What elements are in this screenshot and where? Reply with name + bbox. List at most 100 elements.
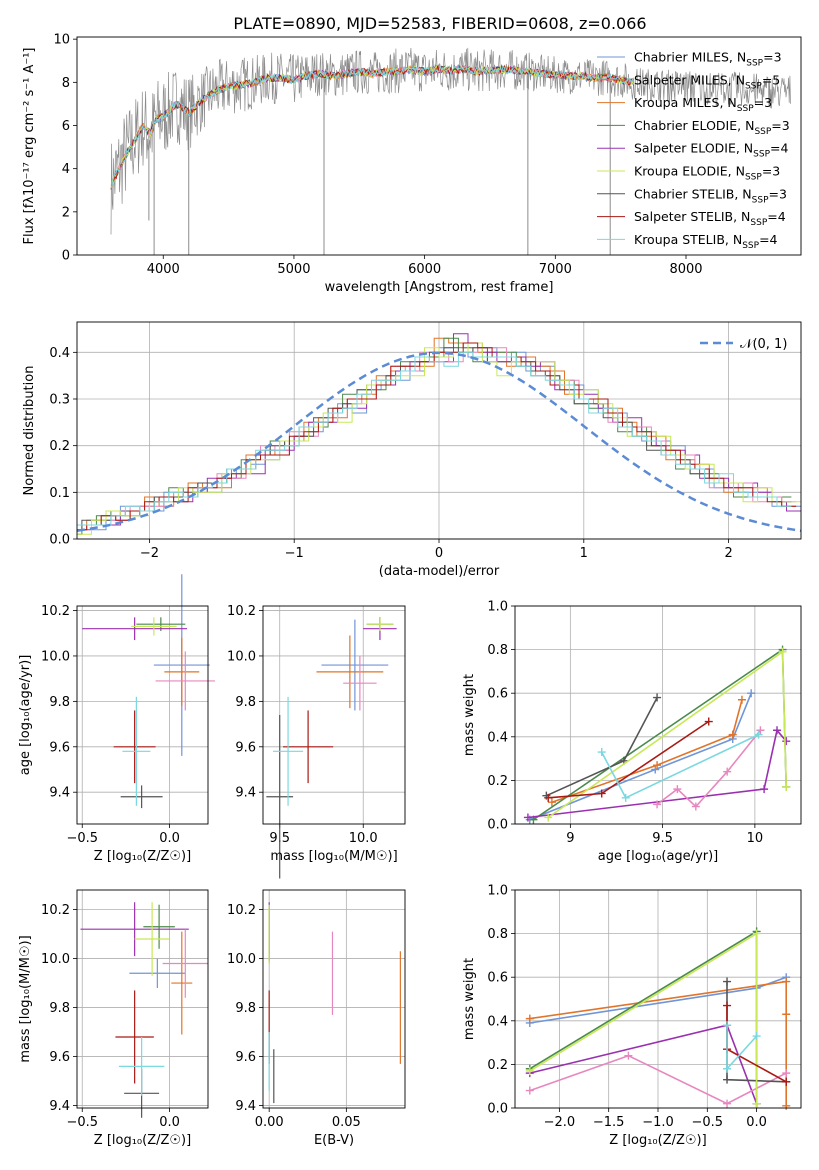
series-line: [529, 980, 787, 1106]
mass_vs_EBV-frame: [262, 889, 406, 1109]
x-axis-label: Z [log₁₀(Z/Z☉)]: [94, 1133, 191, 1148]
y-tick-label: 9.4: [49, 1099, 70, 1114]
data-point-marker: [597, 748, 606, 757]
data-point-marker: [723, 1099, 732, 1108]
x-tick-label: −1.0: [642, 1115, 674, 1130]
data-point-marker: [752, 1099, 761, 1108]
data-point-marker: [747, 689, 756, 698]
data-point-marker: [523, 813, 532, 822]
age_vs_Z-frame: [76, 605, 209, 825]
data-point-marker: [723, 1064, 732, 1073]
x-tick-label: −1.5: [593, 1115, 625, 1130]
data-point-marker: [728, 730, 737, 739]
data-point-marker: [691, 802, 700, 811]
model-spectrum-line: [110, 64, 634, 190]
mass_vs_Z-frame: [76, 889, 209, 1109]
data-point-marker: [653, 800, 662, 809]
y-tick-label: 0.4: [487, 730, 508, 745]
y-tick-label: 0.3: [49, 393, 70, 408]
legend-entry-label: Kroupa STELIB, NSSP=4: [634, 232, 778, 251]
legend-entry-label: Chabrier STELIB, NSSP=3: [634, 186, 787, 205]
y-tick-label: 10.0: [227, 649, 256, 664]
x-tick-label: 8000: [669, 262, 702, 277]
y-tick-label: 0.2: [487, 1058, 508, 1073]
histogram-step-line: [77, 351, 792, 526]
y-tick-label: 10.2: [227, 903, 256, 918]
x-axis-label: wavelength [Angstrom, rest frame]: [325, 280, 554, 295]
x-axis-label: Z [log₁₀(Z/Z☉)]: [609, 1133, 706, 1148]
y-tick-label: 9.8: [49, 1001, 70, 1016]
figure-title: PLATE=0890, MJD=52583, FIBERID=0608, z=0…: [233, 14, 646, 33]
x-axis-label: (data-model)/error: [379, 564, 500, 579]
data-point-marker: [525, 1014, 534, 1023]
age_vs_Z-errorbars: [82, 574, 215, 809]
series-line: [551, 699, 743, 803]
data-point-marker: [525, 1086, 534, 1095]
mass_vs_Z-errorbars: [80, 902, 208, 1118]
mass_vs_EBV-errorbars: [268, 902, 401, 1104]
x-tick-label: 0.05: [332, 1115, 361, 1130]
legend-entry-label: Chabrier ELODIE, NSSP=3: [634, 118, 790, 137]
legend-entry-label: Kroupa MILES, NSSP=3: [634, 95, 772, 114]
x-tick-label: 0.0: [159, 831, 180, 846]
x-axis-label: age [log₁₀(age/yr)]: [598, 849, 719, 864]
x-tick-label: 0: [435, 546, 443, 561]
age_vs_mass-errorbars: [266, 617, 397, 879]
data-point-marker: [756, 726, 765, 735]
data-point-marker: [704, 717, 713, 726]
legend-entry-label: 𝒩(0, 1): [740, 337, 787, 352]
x-tick-label: 4000: [147, 262, 180, 277]
x-tick-label: 7000: [539, 262, 572, 277]
legend-entry-label: Salpeter MILES, NSSP=5: [634, 72, 780, 91]
data-point-marker: [723, 977, 732, 986]
data-point-marker: [737, 695, 746, 704]
data-point-marker: [778, 647, 787, 656]
y-tick-label: 2: [62, 205, 70, 220]
x-tick-label: −0.5: [692, 1115, 724, 1130]
data-point-marker: [782, 1010, 791, 1019]
x-tick-label: −1: [285, 546, 304, 561]
normal-reference-curve: [77, 351, 801, 533]
x-tick-label: 0.0: [746, 1115, 767, 1130]
y-axis-label: mass weight: [462, 958, 477, 1040]
x-axis-label: E(B-V): [314, 1133, 354, 1148]
y-axis-label: Normed distribution: [22, 366, 37, 496]
y-tick-label: 6: [62, 119, 70, 134]
y-tick-label: 0.6: [487, 971, 508, 986]
y-tick-label: 0.0: [487, 1102, 508, 1117]
data-point-marker: [723, 1021, 732, 1030]
residual-histograms: [77, 333, 801, 535]
y-tick-label: 0.6: [487, 687, 508, 702]
y-tick-label: 9.4: [235, 786, 256, 801]
spectrum-axes: 4000 5000 6000 7000 8000 0 2 4 6 8 10: [53, 33, 702, 277]
data-point-marker: [752, 1032, 761, 1041]
y-tick-label: 9.6: [49, 1050, 70, 1065]
series-line: [527, 728, 787, 819]
y-tick-label: 10.2: [227, 604, 256, 619]
x-tick-label: 9.5: [652, 831, 673, 846]
x-tick-label: 2: [724, 546, 732, 561]
y-axis-label: age [log₁₀(age/yr)]: [18, 655, 33, 776]
residuals-frame: [76, 321, 802, 540]
spectrum-frame: [76, 36, 802, 256]
x-tick-label: 1: [580, 546, 588, 561]
massweight_vs_Z-series: [525, 927, 791, 1110]
y-tick-label: 0.4: [49, 346, 70, 361]
y-tick-label: 10.0: [227, 952, 256, 967]
y-axis-label: mass [log₁₀(M/M☉)]: [18, 935, 33, 1062]
data-point-marker: [782, 977, 791, 986]
spectrum-legend: Chabrier MILES, NSSP=3 Salpeter MILES, NS…: [597, 50, 790, 251]
age_vs_mass-frame: [262, 605, 406, 825]
y-tick-label: 1.0: [487, 600, 508, 615]
x-axis-label: Z [log₁₀(Z/Z☉)]: [94, 849, 191, 864]
massweight_vs_Z-frame: [514, 889, 802, 1109]
x-tick-label: 10.0: [349, 831, 378, 846]
data-point-marker: [754, 730, 763, 739]
data-point-marker: [651, 765, 660, 774]
massweight_vs_age-series: [523, 645, 791, 824]
y-tick-label: 9.4: [235, 1099, 256, 1114]
data-point-marker: [547, 798, 556, 807]
data-point-marker: [723, 767, 732, 776]
y-tick-label: 0.8: [487, 643, 508, 658]
data-point-marker: [723, 1001, 732, 1010]
